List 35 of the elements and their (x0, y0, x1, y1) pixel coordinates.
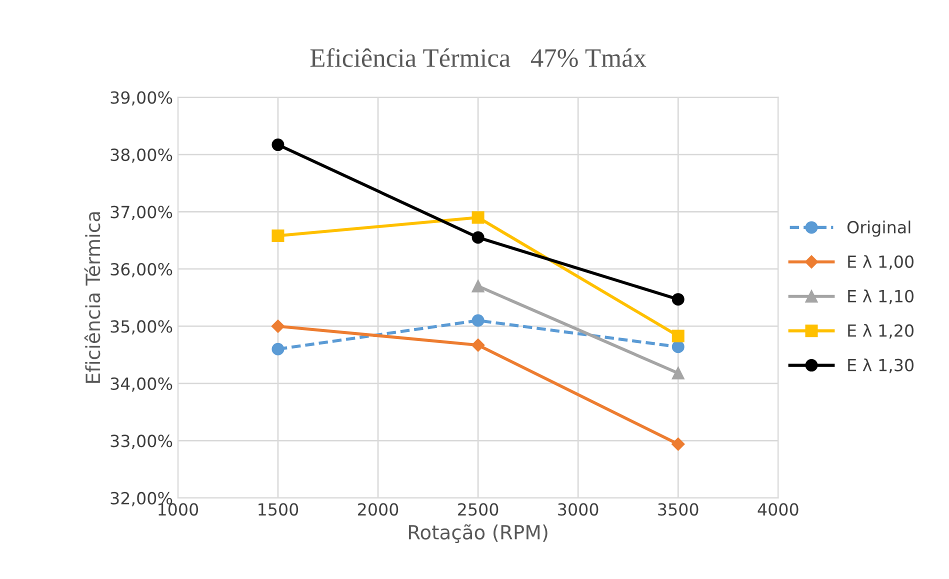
x-tick-label: 1500 (258, 503, 298, 516)
legend-label: E λ 1,30 (848, 358, 914, 374)
point (271, 320, 285, 333)
y-tick-label: 37,00% (110, 206, 172, 220)
point (472, 314, 484, 327)
point (272, 342, 284, 356)
y-tick-label: 33,00% (110, 434, 172, 449)
y-axis-title: Eficiência Térmica (84, 212, 100, 383)
point (672, 340, 684, 354)
legend-label: E λ 1,20 (848, 324, 914, 339)
point (272, 138, 284, 152)
x-tick-label: 2500 (458, 503, 498, 516)
legend-label: E λ 1,10 (848, 290, 914, 304)
y-tick-label: 34,00% (110, 377, 172, 392)
point (471, 338, 485, 352)
y-tick-label: 39,00% (110, 91, 172, 106)
y-tick-label: 38,00% (110, 148, 172, 163)
legend-label: E λ 1,00 (848, 255, 914, 270)
y-tick-label: 36,00% (110, 262, 172, 278)
point (272, 230, 284, 242)
point (672, 330, 684, 342)
legend-label: Original (847, 220, 910, 237)
x-axis-title: Rotação (RPM) (408, 524, 548, 544)
point (672, 293, 684, 306)
point (472, 211, 484, 224)
chart-title: Eficiência Térmica 47% Tmáx (310, 48, 646, 68)
x-tick-label: 2000 (358, 503, 398, 516)
x-tick-label: 3500 (658, 503, 698, 516)
point (472, 280, 484, 292)
point (472, 231, 484, 244)
point (672, 438, 685, 451)
y-tick-label: 35,00% (110, 320, 172, 334)
point (672, 366, 684, 380)
x-tick-label: 4000 (758, 503, 798, 516)
x-tick-label: 3000 (558, 503, 598, 516)
